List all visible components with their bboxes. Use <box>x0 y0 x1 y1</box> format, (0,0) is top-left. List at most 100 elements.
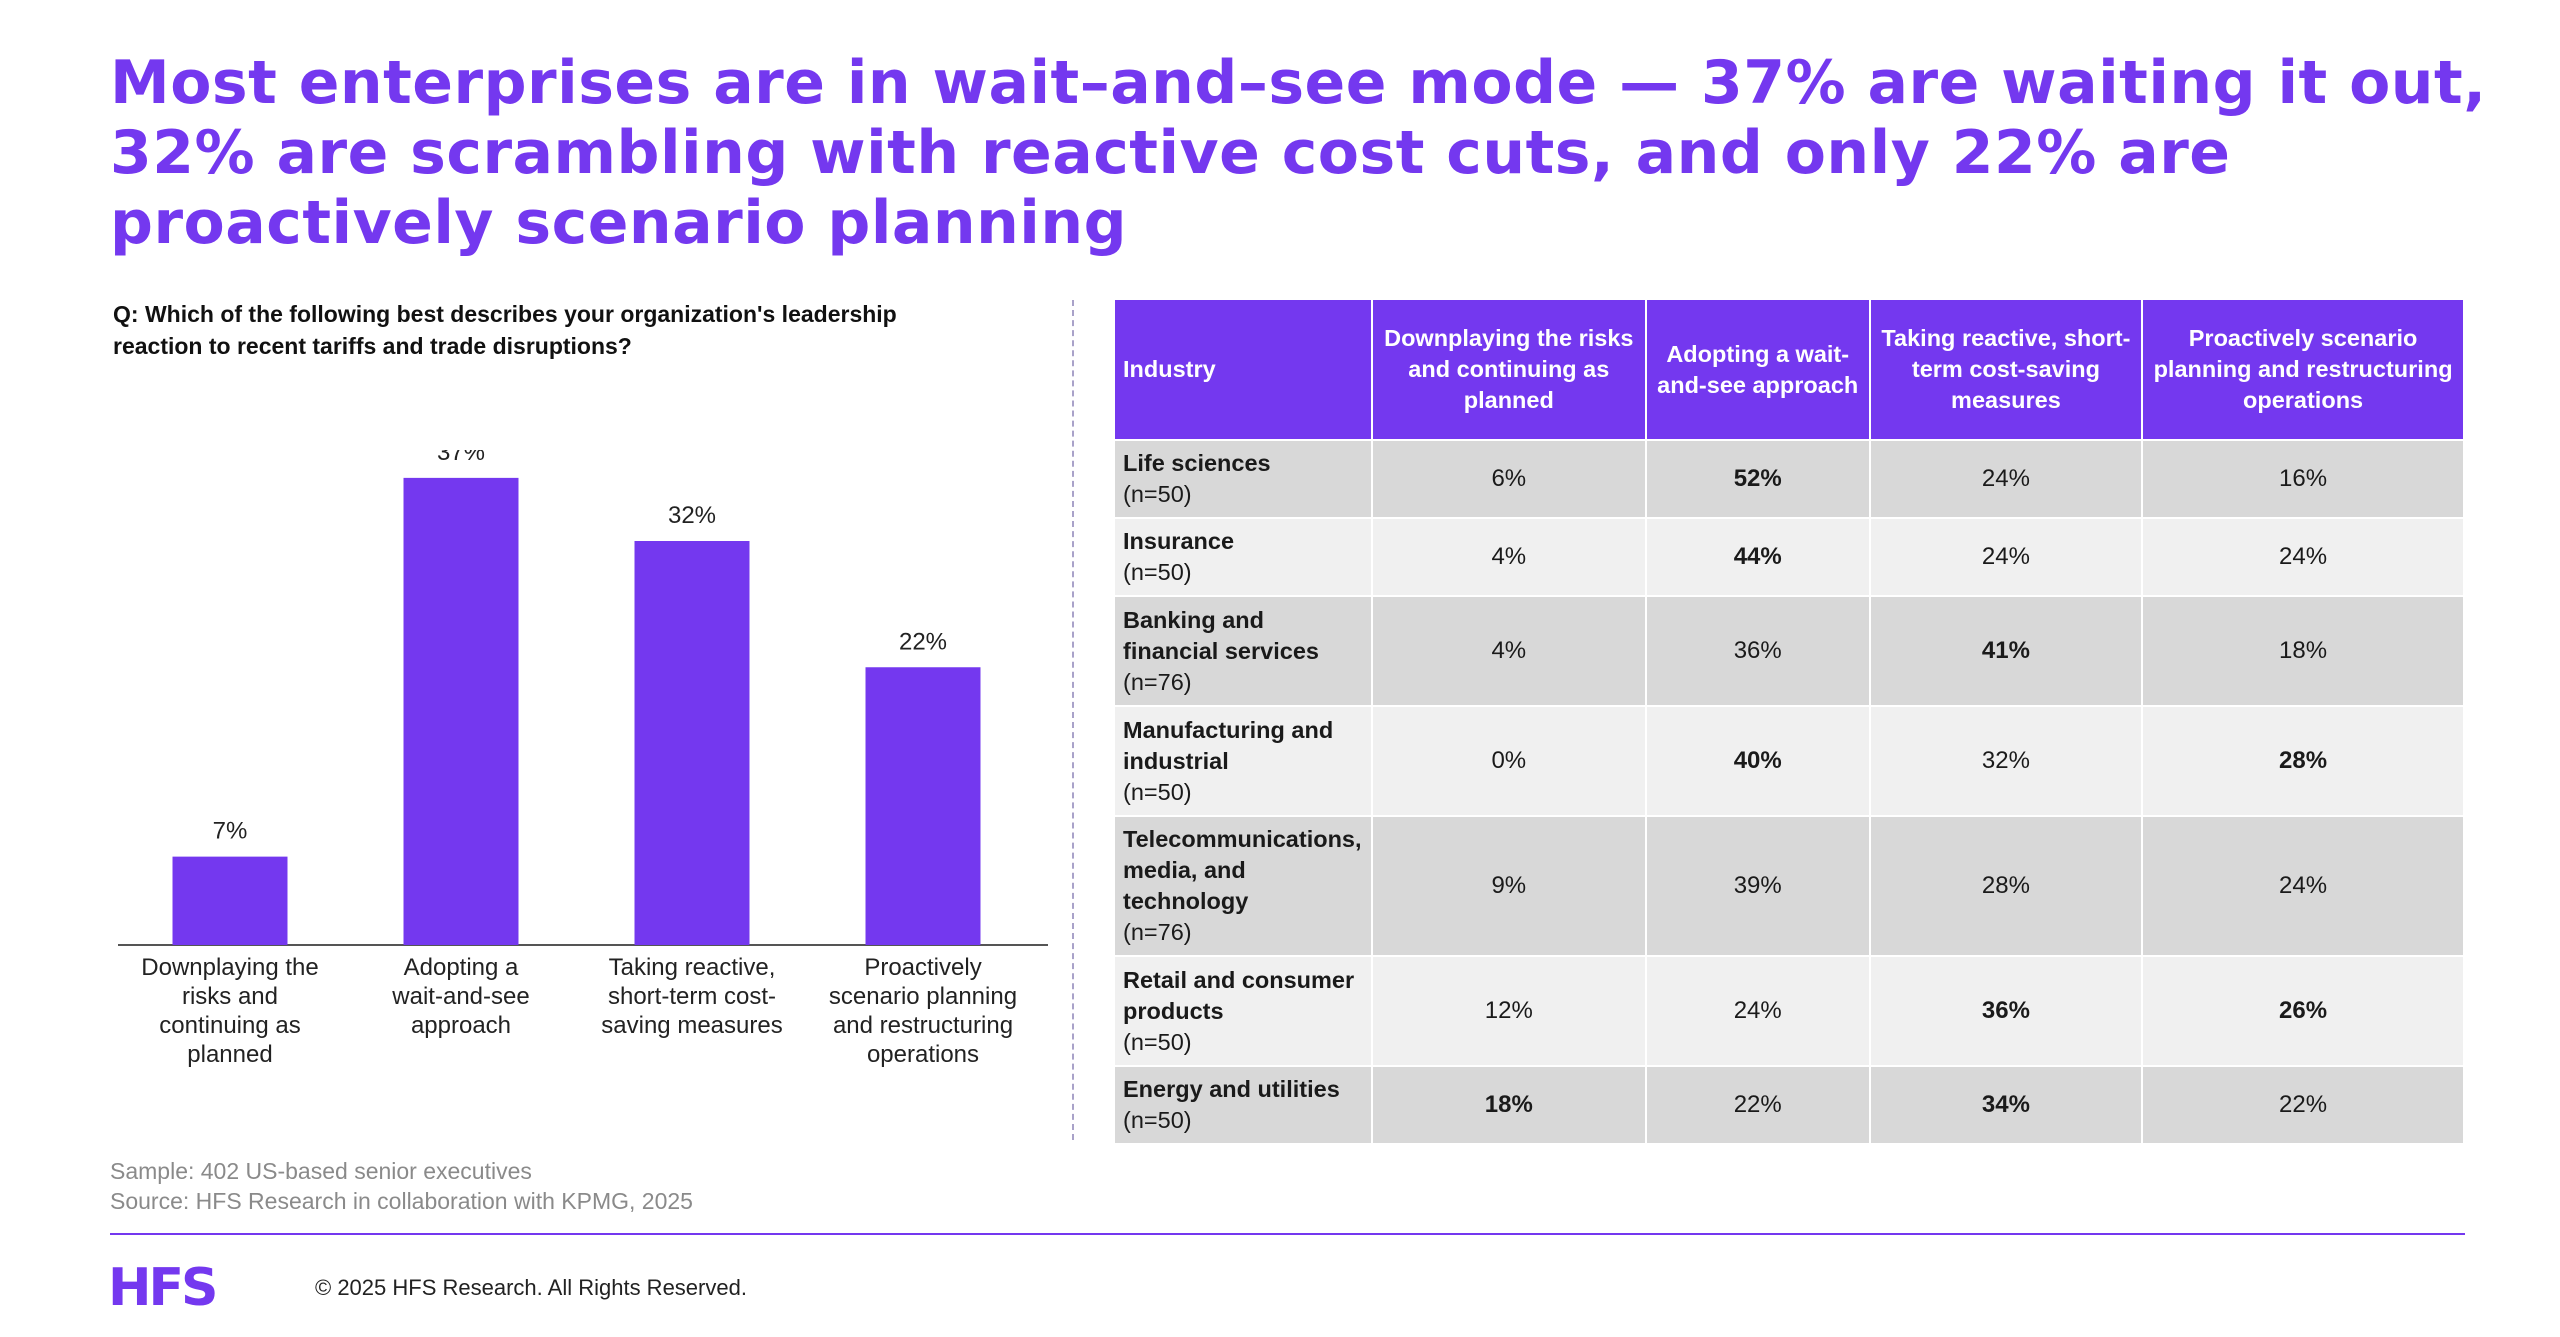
value-cell: 24% <box>1868 517 2144 597</box>
industry-cell: Manufacturing and industrial (n=50) <box>1113 705 1373 817</box>
category-label-line: saving measures <box>601 1012 782 1039</box>
copyright-text: © 2025 HFS Research. All Rights Reserved… <box>315 1275 747 1300</box>
value-cell: 26% <box>2141 955 2465 1067</box>
category-label: Adopting a wait-and-see approach <box>391 954 529 1039</box>
industry-name: Energy and utilities <box>1123 1076 1340 1102</box>
header-proactive: Proactively scenario planning and restru… <box>2141 298 2465 441</box>
data-label: 37% <box>437 450 485 466</box>
sample-size: (n=50) <box>1123 559 1192 585</box>
industry-cell: Insurance (n=50) <box>1113 517 1373 597</box>
table-row: Banking and financial services (n=76) 4% 36… <box>1113 595 2465 707</box>
category-label-line: operations <box>867 1041 979 1068</box>
value-cell: 36% <box>1644 595 1871 707</box>
data-label: 7% <box>213 818 248 845</box>
category-label-line: continuing as <box>159 1012 300 1039</box>
value-cell: 24% <box>2141 517 2465 597</box>
value-cell: 39% <box>1644 815 1871 957</box>
industry-cell: Life sciences (n=50) <box>1113 439 1373 519</box>
category-label-line: wait-and-see <box>391 983 529 1010</box>
survey-question: Q: Which of the following best describes… <box>113 301 897 359</box>
hfs-logo: HFS <box>108 1258 218 1318</box>
sample-size: (n=50) <box>1123 1028 1192 1055</box>
value-cell: 24% <box>2141 815 2465 957</box>
industry-cell: Retail and consumer products (n=50) <box>1113 955 1373 1067</box>
value-cell: 22% <box>2141 1065 2465 1145</box>
value-cell: 24% <box>1868 439 2144 519</box>
table-row: Telecommunications, media, and technolog… <box>1113 815 2465 957</box>
table-row: Insurance (n=50) 4% 44% 24% 24% <box>1113 517 2465 597</box>
value-cell: 6% <box>1370 439 1647 519</box>
category-label-line: Downplaying the <box>141 954 318 981</box>
table-header-row: Industry Downplaying the risks and conti… <box>1113 298 2465 441</box>
sample-size: (n=76) <box>1123 919 1192 945</box>
value-cell: 44% <box>1644 517 1871 597</box>
category-label-line: risks and <box>182 983 278 1010</box>
table-row: Retail and consumer products (n=50) 12% 24%… <box>1113 955 2465 1067</box>
sample-size: (n=50) <box>1123 778 1192 805</box>
source-note: Sample: 402 US-based senior executives S… <box>110 1156 693 1216</box>
category-label: Taking reactive, short-term cost-saving m… <box>601 954 782 1039</box>
industry-table: Industry Downplaying the risks and conti… <box>1113 298 2465 1145</box>
bar <box>403 477 519 945</box>
value-cell: 22% <box>1644 1065 1871 1145</box>
category-label-line: Taking reactive, <box>609 954 776 981</box>
value-cell: 28% <box>2141 705 2465 817</box>
value-cell: 28% <box>1868 815 2144 957</box>
category-label-line: and restructuring <box>833 1012 1013 1039</box>
industry-name: Manufacturing and industrial <box>1123 716 1334 774</box>
value-cell: 41% <box>1868 595 2144 707</box>
industry-name: Retail and consumer products <box>1123 966 1355 1024</box>
value-cell: 16% <box>2141 439 2465 519</box>
value-cell: 34% <box>1868 1065 2144 1145</box>
bar <box>634 541 750 945</box>
value-cell: 18% <box>2141 595 2465 707</box>
table-row: Life sciences (n=50) 6% 52% 24% 16% <box>1113 439 2465 519</box>
category-label-line: Adopting a <box>404 954 519 981</box>
header-downplaying: Downplaying the risks and continuing as … <box>1370 298 1647 441</box>
industry-name: Insurance <box>1123 528 1235 554</box>
table-row: Energy and utilities (n=50) 18% 22% 34% 22% <box>1113 1065 2465 1145</box>
industry-name: Banking and financial services <box>1123 606 1319 664</box>
category-label-line: short-term cost- <box>608 983 776 1010</box>
value-cell: 0% <box>1370 705 1647 817</box>
category-label-line: planned <box>187 1041 272 1068</box>
value-cell: 40% <box>1644 705 1871 817</box>
category-label-line: Proactively <box>864 954 981 981</box>
sample-size: (n=50) <box>1123 481 1192 507</box>
header-industry: Industry <box>1113 298 1373 441</box>
industry-cell: Energy and utilities (n=50) <box>1113 1065 1373 1145</box>
value-cell: 12% <box>1370 955 1647 1067</box>
header-reactive: Taking reactive, short-term cost-saving … <box>1868 298 2144 441</box>
bar <box>172 856 288 945</box>
sample-size: (n=50) <box>1123 1107 1192 1133</box>
section-divider <box>1072 300 1074 1140</box>
bar <box>865 667 981 945</box>
sample-text: Sample: 402 US-based senior executives <box>110 1158 532 1184</box>
value-cell: 4% <box>1370 517 1647 597</box>
industry-cell: Telecommunications, media, and technolog… <box>1113 815 1373 957</box>
value-cell: 24% <box>1644 955 1871 1067</box>
industry-name: Life sciences <box>1123 450 1271 476</box>
category-label: Downplaying the risks and continuing as pla… <box>141 954 318 1068</box>
category-label-line: approach <box>411 1012 511 1039</box>
footer-rule <box>110 1233 2465 1235</box>
header-wait-and-see: Adopting a wait-and-see approach <box>1644 298 1871 441</box>
industry-name: Telecommunications, media, and technolog… <box>1123 826 1362 914</box>
table-body: Life sciences (n=50) 6% 52% 24% 16% Insurance(… <box>1113 439 2465 1145</box>
table-row: Manufacturing and industrial (n=50) 0% 40% 3… <box>1113 705 2465 817</box>
value-cell: 4% <box>1370 595 1647 707</box>
value-cell: 52% <box>1644 439 1871 519</box>
data-label: 22% <box>899 628 947 655</box>
value-cell: 9% <box>1370 815 1647 957</box>
bar-chart: 7% Downplaying the risks and continuing as p… <box>118 450 1048 1068</box>
value-cell: 18% <box>1370 1065 1647 1145</box>
category-label: Proactively scenario planning and restruct… <box>829 954 1017 1068</box>
source-text: Source: HFS Research in collaboration wi… <box>110 1188 693 1214</box>
value-cell: 36% <box>1868 955 2144 1067</box>
data-label: 32% <box>668 502 716 529</box>
sample-size: (n=76) <box>1123 668 1192 695</box>
category-label-line: scenario planning <box>829 983 1017 1010</box>
page-title: Most enterprises are in wait–and–see mod… <box>110 48 2487 258</box>
industry-cell: Banking and financial services (n=76) <box>1113 595 1373 707</box>
value-cell: 32% <box>1868 705 2144 817</box>
